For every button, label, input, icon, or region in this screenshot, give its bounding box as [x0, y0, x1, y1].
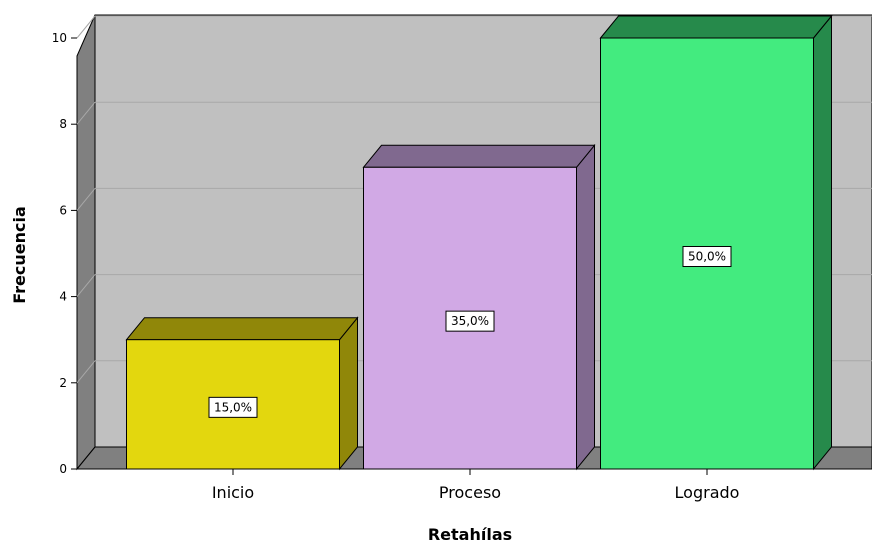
- data-label-box: [445, 310, 495, 332]
- y-axis-ticks: 0 2 4 6 8 10: [52, 31, 77, 476]
- bar-top: [125, 317, 359, 341]
- bar-proceso: 35,0%: [362, 143, 596, 471]
- y-tick-label: 0: [59, 462, 67, 476]
- bar-side: [576, 143, 595, 471]
- x-tick-label: Logrado: [675, 483, 740, 502]
- x-axis-title: Retahílas: [428, 525, 512, 544]
- grid-line-wall: [76, 101, 96, 125]
- y-tick-label: 4: [59, 290, 67, 304]
- y-tick-label: 2: [59, 376, 67, 390]
- bar-top: [599, 15, 833, 39]
- data-label-box: [208, 396, 258, 418]
- grid-line-wall: [76, 188, 96, 211]
- data-label-box: [682, 246, 732, 267]
- data-label: 50,0%: [688, 250, 726, 264]
- data-label: 15,0%: [214, 400, 252, 414]
- y-tick-label: 10: [52, 31, 67, 45]
- plot-left-wall: [76, 14, 96, 471]
- bars: 15,0% 35,0% 50,0%: [125, 14, 833, 471]
- data-label: 35,0%: [451, 314, 489, 328]
- y-tick-label: 6: [59, 203, 67, 217]
- bar-inicio: 15,0%: [125, 316, 359, 471]
- y-axis-title: Frecuencia: [10, 206, 29, 304]
- bar-logrado: 50,0%: [599, 14, 833, 471]
- x-tick-label: Proceso: [439, 483, 501, 502]
- bar-side: [339, 316, 358, 471]
- bar-top: [362, 144, 596, 168]
- x-axis-ticks: Inicio Proceso Logrado: [212, 469, 740, 502]
- y-tick-label: 8: [59, 117, 67, 131]
- x-tick-label: Inicio: [212, 483, 254, 502]
- grid-line-wall: [76, 15, 96, 39]
- bar-side: [813, 14, 832, 471]
- grid-line-wall: [76, 360, 96, 384]
- grid-line-wall: [76, 274, 96, 297]
